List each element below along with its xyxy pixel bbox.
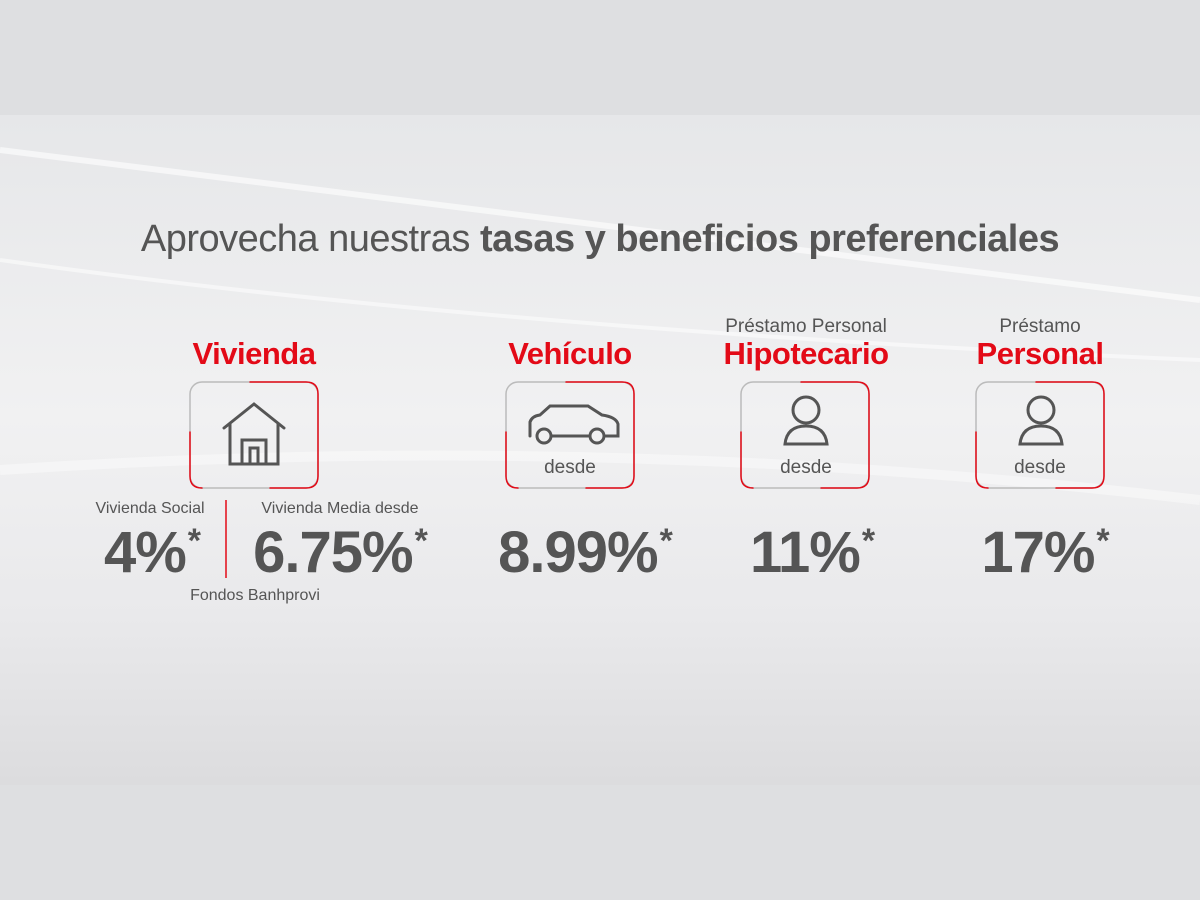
rate-value: 11% [749,520,861,585]
heading: Vehículo [508,336,632,371]
note: Fondos Banhprovi [190,587,320,604]
heading: Personal [976,336,1104,371]
rate-value: 17% [981,520,1095,585]
from-label: desde [780,457,832,478]
title-regular: Aprovecha nuestras [140,218,470,260]
from-label: desde [1014,457,1066,478]
rate: 8.99%* [498,522,673,582]
from-label: desde [544,457,596,478]
heading: Hipotecario [723,336,889,371]
pre-heading: Préstamo [999,316,1081,337]
heading: Vivienda [192,336,316,371]
rate-value: 4% [103,520,187,585]
asterisk: * [861,522,875,560]
rate: 4%* [104,522,201,582]
rate-value: 6.75% [253,520,413,585]
title-bold: tasas y beneficios preferenciales [479,218,1060,260]
rate: 17%* [981,522,1109,582]
rate: 11%* [750,522,875,582]
asterisk: * [414,522,428,560]
asterisk: * [659,522,673,560]
rate-value: 8.99% [498,520,658,585]
title: Aprovecha nuestras tasas y beneficios pr… [140,218,1060,261]
asterisk: * [1096,522,1109,560]
rate-label: Vivienda Social [95,500,205,517]
pre-heading: Préstamo Personal [725,316,887,337]
icon-boxes [189,381,1105,489]
rate: 6.75%* [253,522,428,582]
rate-label: Vivienda Media desde [261,500,419,517]
asterisk: * [187,522,201,560]
